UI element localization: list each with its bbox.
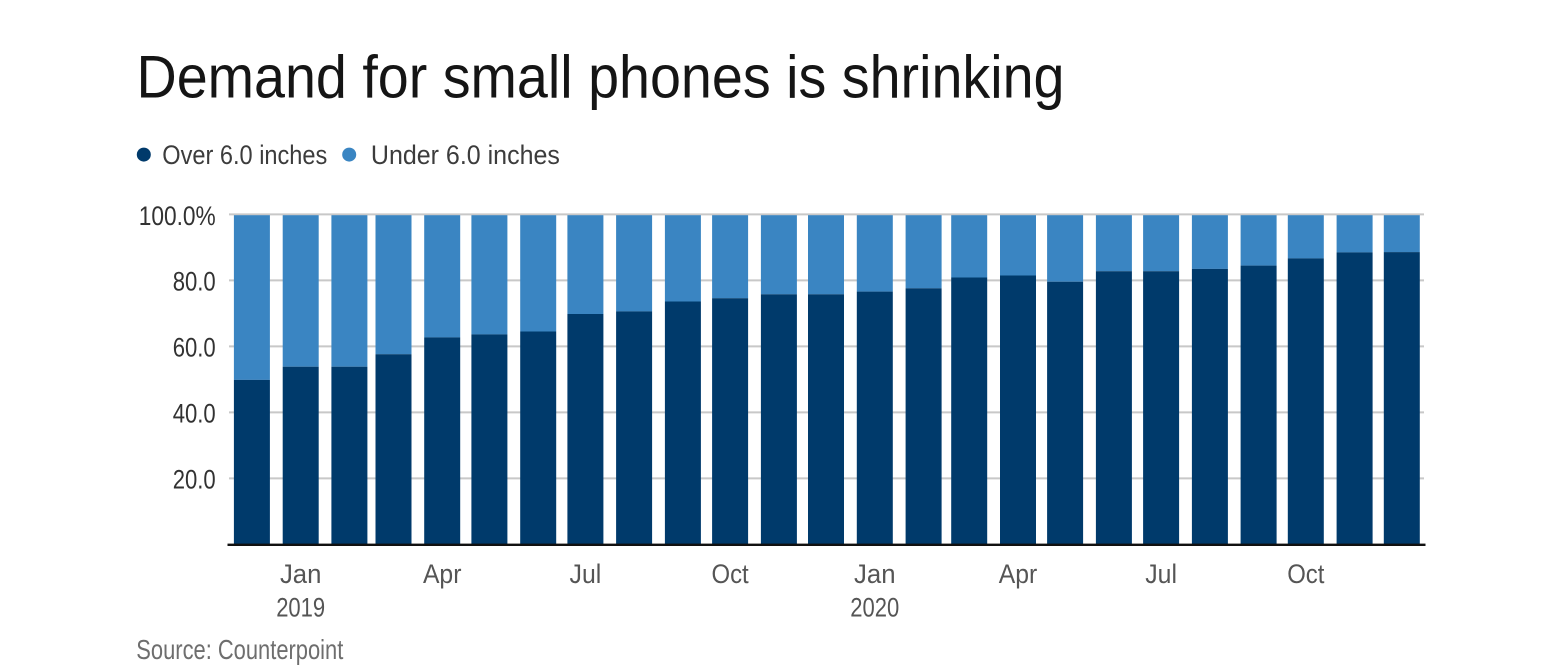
svg-text:100.0%: 100.0% [139, 201, 216, 231]
svg-text:Jan: Jan [854, 559, 896, 589]
svg-text:20.0: 20.0 [173, 464, 216, 494]
svg-text:Apr: Apr [999, 559, 1038, 589]
svg-text:Oct: Oct [712, 559, 750, 589]
svg-text:Source: Counterpoint: Source: Counterpoint [136, 634, 343, 665]
svg-text:Jul: Jul [1145, 559, 1177, 589]
svg-text:Under 6.0 inches: Under 6.0 inches [371, 140, 560, 170]
svg-text:2020: 2020 [850, 593, 899, 623]
svg-text:40.0: 40.0 [173, 398, 216, 428]
svg-text:Jul: Jul [570, 559, 602, 589]
svg-text:Jan: Jan [280, 559, 322, 589]
svg-text:60.0: 60.0 [173, 333, 216, 363]
svg-text:Oct: Oct [1287, 559, 1325, 589]
svg-text:Apr: Apr [423, 559, 462, 589]
svg-text:Demand for small phones is shr: Demand for small phones is shrinking [137, 44, 1065, 111]
svg-text:Over 6.0 inches: Over 6.0 inches [162, 140, 327, 170]
svg-text:2019: 2019 [276, 593, 325, 623]
svg-text:80.0: 80.0 [173, 267, 216, 297]
